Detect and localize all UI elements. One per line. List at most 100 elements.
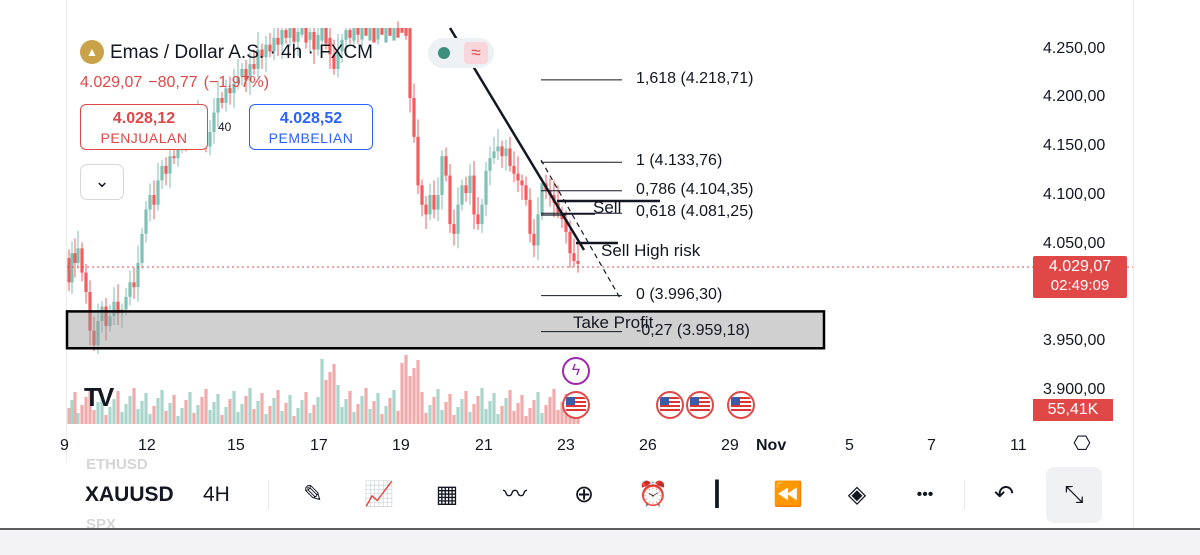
- symbol-title[interactable]: Emas / Dollar A.S. · 4h · FXCM: [110, 42, 373, 63]
- take-profit-note[interactable]: Take Profit: [573, 313, 654, 332]
- time-axis-label: 12: [138, 437, 156, 454]
- time-axis-label: 29: [721, 437, 739, 454]
- candle-body: [488, 158, 492, 171]
- fib-level-label[interactable]: 0,786 (4.104,35): [636, 180, 754, 198]
- volume-bar: [312, 405, 316, 424]
- candle-body: [448, 175, 452, 225]
- candle-body: [508, 148, 512, 166]
- sell-note[interactable]: Sell: [593, 198, 622, 217]
- candle-body: [356, 28, 360, 35]
- buy-label: PEMBELIAN: [268, 130, 354, 146]
- candle-body: [440, 156, 444, 195]
- candle-body: [576, 260, 580, 264]
- fib-level-label[interactable]: 0,618 (4.081,25): [636, 203, 754, 221]
- volume-bar: [480, 388, 484, 424]
- symbol-selector[interactable]: XAUUSD: [85, 483, 174, 506]
- volume-bar: [296, 408, 300, 424]
- volume-bar: [488, 401, 492, 424]
- layouts-icon[interactable]: ▦: [435, 481, 459, 508]
- candle-body: [500, 146, 504, 157]
- settings-icon[interactable]: ⎔: [1073, 433, 1091, 455]
- us-flag-icon[interactable]: [686, 391, 714, 419]
- volume-bar: [96, 402, 100, 424]
- buy-price: 4.028,52: [279, 110, 343, 127]
- fullscreen-exit-icon[interactable]: ⤡: [1046, 467, 1102, 523]
- volume-bar: [104, 415, 108, 424]
- candle-body: [73, 253, 77, 263]
- candle-body: [124, 296, 128, 310]
- volume-bar: [180, 408, 184, 424]
- layers-icon[interactable]: ◈: [847, 481, 867, 508]
- candle-body: [252, 64, 256, 69]
- candle-body: [248, 64, 252, 81]
- time-axis-label: 11: [1010, 437, 1027, 454]
- volume-bar: [400, 363, 404, 424]
- candle-body: [256, 49, 260, 69]
- alarm-icon[interactable]: ⏰: [638, 481, 668, 508]
- volume-bar: [324, 380, 328, 424]
- volume-bar: [268, 406, 272, 424]
- volume-bar: [84, 397, 88, 424]
- sell-high-risk-note[interactable]: Sell High risk: [601, 241, 701, 260]
- volume-bar: [464, 391, 468, 424]
- volume-bar: [160, 390, 164, 424]
- volume-bar: [484, 409, 488, 424]
- us-flag-icon[interactable]: [727, 391, 755, 419]
- volume-bar: [224, 407, 228, 424]
- volume-bar: [416, 360, 420, 424]
- draw-pen-icon[interactable]: ✎: [302, 481, 324, 508]
- fib-level-label[interactable]: -0,27 (3.959,18): [636, 321, 750, 339]
- candle-body: [436, 195, 440, 210]
- candle-body: [116, 301, 120, 314]
- volume-bar: [340, 407, 344, 424]
- undo-icon[interactable]: ↶: [993, 481, 1015, 508]
- fib-level-label[interactable]: 1 (4.133,76): [636, 152, 723, 170]
- volume-bar: [504, 398, 508, 424]
- time-axis-label: 15: [227, 437, 245, 454]
- volume-bar: [140, 401, 144, 424]
- add-icon[interactable]: ⊕: [573, 481, 595, 508]
- interval-selector[interactable]: 4H: [203, 483, 230, 506]
- sell-button[interactable]: 4.028,12 PENJUALAN: [80, 104, 208, 150]
- candle-body: [240, 68, 244, 77]
- fib-level-label[interactable]: 1,618 (4.218,71): [636, 69, 754, 87]
- strategy-icon[interactable]: 〰: [503, 481, 527, 508]
- lightning-icon[interactable]: ϟ: [562, 357, 590, 385]
- chevron-down-icon[interactable]: ⌄: [80, 164, 124, 200]
- volume-bar: [516, 403, 520, 424]
- candle-body: [568, 231, 572, 254]
- volume-bar: [372, 401, 376, 424]
- candle-body: [520, 180, 524, 186]
- volume-bar: [220, 415, 224, 424]
- volume-bar: [228, 399, 232, 424]
- volume-bar: [144, 393, 148, 424]
- candle-body: [332, 54, 336, 69]
- fib-level-label[interactable]: 0 (3.996,30): [636, 285, 723, 303]
- replay-icon[interactable]: ⏪: [773, 481, 803, 508]
- candle-body: [464, 185, 468, 194]
- volume-bar: [70, 400, 74, 424]
- candles-icon[interactable]: ┃: [709, 481, 725, 508]
- window-bottom-bar: [0, 528, 1200, 555]
- buy-button[interactable]: 4.028,52 PEMBELIAN: [249, 104, 373, 150]
- candle-body: [96, 321, 100, 346]
- volume-bar: [396, 411, 400, 424]
- us-flag-icon[interactable]: [562, 391, 590, 419]
- candle-body: [528, 199, 532, 234]
- volume-bar: [240, 404, 244, 424]
- indicators-icon[interactable]: 📈: [364, 481, 394, 508]
- volume-bar: [448, 394, 452, 424]
- market-status-pill[interactable]: ≈: [428, 38, 494, 68]
- candle-body: [108, 316, 112, 326]
- volume-bar: [316, 397, 320, 424]
- volume-bar: [376, 393, 380, 424]
- price-axis-label: 4.100,00: [1043, 186, 1106, 203]
- us-flag-icon[interactable]: [656, 391, 684, 419]
- more-icon[interactable]: •••: [916, 486, 934, 503]
- volume-bar: [368, 409, 372, 424]
- volume-bar: [304, 392, 308, 424]
- candle-body: [140, 233, 144, 263]
- candle-body: [468, 175, 472, 194]
